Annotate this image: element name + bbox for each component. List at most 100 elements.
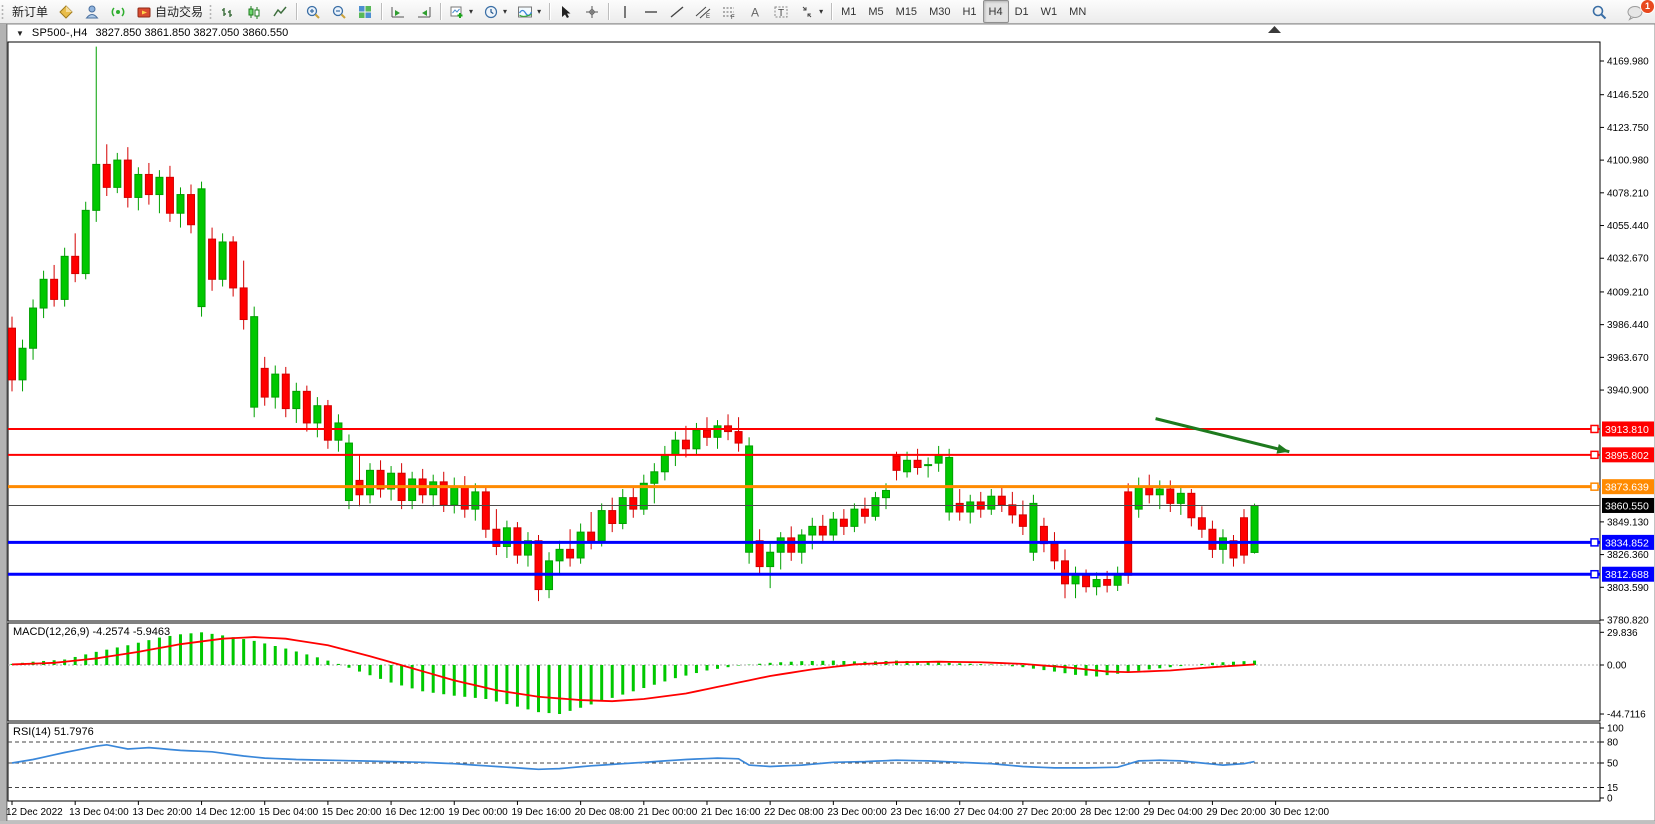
- candle-body: [713, 425, 722, 438]
- autotrade-button[interactable]: 自动交易: [131, 0, 208, 23]
- hline-3873.639[interactable]: 3873.639: [8, 479, 1654, 495]
- candle-body: [229, 241, 238, 289]
- timeframe-button-H4[interactable]: H4: [982, 0, 1009, 23]
- dropdown-caret: ▾: [503, 7, 508, 16]
- candlestick-mode-button[interactable]: [241, 0, 267, 23]
- time-tick-label: 22 Dec 08:00: [764, 807, 824, 818]
- candle-body: [1008, 504, 1017, 516]
- timeframe-button-MN[interactable]: MN: [1069, 5, 1087, 18]
- cursor-tool-button[interactable]: [553, 0, 579, 23]
- person-icon: [84, 4, 100, 20]
- candle-body: [934, 454, 943, 464]
- hline-price-box: [1602, 479, 1654, 495]
- rsi-indicator: 100 80 50 150: [8, 724, 1624, 805]
- candlestick-icon: [246, 4, 262, 20]
- zoom-in-icon: [305, 4, 321, 20]
- candle-body: [681, 439, 690, 450]
- chart-shift-icon: [416, 4, 432, 20]
- trend-arrow-line[interactable]: [1155, 417, 1290, 454]
- candle-body: [787, 537, 796, 553]
- toolbar-right-group: 1: [1586, 0, 1655, 24]
- vertical-line-tool-button[interactable]: [612, 0, 638, 23]
- hline-handle[interactable]: [1590, 424, 1599, 434]
- candle-body: [871, 497, 880, 517]
- time-tick-label: 23 Dec 00:00: [827, 807, 887, 818]
- timeframe-button-M15[interactable]: M15: [895, 5, 918, 18]
- hline-3834.852[interactable]: 3834.852: [8, 534, 1654, 550]
- text-tool-button[interactable]: A: [742, 0, 768, 23]
- line-chart-icon: [272, 4, 288, 20]
- timeframe-button-D1[interactable]: D1: [1014, 5, 1029, 18]
- candle-body: [555, 548, 564, 562]
- time-tick-label: 27 Dec 20:00: [1017, 807, 1077, 818]
- candle-body: [1103, 579, 1112, 586]
- chart-shift-marker[interactable]: [1268, 26, 1281, 33]
- candle-body: [850, 508, 859, 527]
- bar-chart-mode-button[interactable]: [215, 0, 241, 23]
- arrows-tool-button[interactable]: ▾: [794, 0, 828, 23]
- timeframe-button-M5[interactable]: M5: [868, 5, 884, 18]
- chart-title-bar[interactable]: ▼ SP500-,H4 3827.850 3861.850 3827.050 3…: [16, 27, 288, 39]
- auto-scroll-button[interactable]: [385, 0, 411, 23]
- toolbar-grip: [209, 3, 213, 20]
- macd-label: MACD(12,26,9) -4.2574 -5.9463: [13, 626, 171, 638]
- new-chart-icon: [449, 4, 465, 20]
- autotrade-label: 自动交易: [155, 5, 204, 19]
- candle-body: [134, 173, 143, 198]
- text-label-tool-button[interactable]: T: [768, 0, 794, 23]
- new-order-button[interactable]: 新订单: [7, 0, 53, 23]
- hline-handle[interactable]: [1590, 482, 1599, 491]
- new-chart-button[interactable]: ▾: [444, 0, 478, 23]
- timeframe-button-W1[interactable]: W1: [1040, 5, 1058, 18]
- macd-scale-label: 0.00: [1607, 661, 1627, 672]
- svg-text:A: A: [751, 5, 759, 19]
- chart-title-dropdown-icon[interactable]: ▼: [16, 28, 24, 38]
- zoom-in-button[interactable]: [300, 0, 326, 23]
- time-tick-label: 14 Dec 12:00: [196, 807, 256, 818]
- accounts-button[interactable]: [79, 0, 105, 23]
- time-tick-label: 23 Dec 16:00: [891, 807, 951, 818]
- timeframe-button-M1[interactable]: M1: [841, 5, 857, 18]
- price-panel[interactable]: [7, 41, 1601, 622]
- timeframe-button-M30[interactable]: M30: [929, 5, 951, 18]
- hline-3812.688[interactable]: 3812.688: [8, 566, 1654, 582]
- templates-button[interactable]: ▾: [512, 0, 546, 23]
- hline-3913.810[interactable]: 3913.810: [8, 421, 1654, 437]
- rsi-panel[interactable]: [7, 722, 1601, 802]
- candle-body: [239, 287, 248, 321]
- periods-button[interactable]: ▾: [478, 0, 512, 23]
- timeframe-button-H1[interactable]: H1: [962, 5, 977, 18]
- candle-body: [1092, 579, 1101, 588]
- market-watch-button[interactable]: [53, 0, 79, 23]
- price-tick-label: 3780.820: [1607, 616, 1649, 627]
- channel-tool-button[interactable]: E: [690, 0, 716, 23]
- line-chart-mode-button[interactable]: [267, 0, 293, 23]
- hline-handle[interactable]: [1590, 450, 1599, 460]
- candle-body: [29, 307, 38, 349]
- fibonacci-tool-button[interactable]: F: [716, 0, 742, 23]
- time-tick-label: 16 Dec 12:00: [385, 807, 445, 818]
- horizontal-line-tool-button[interactable]: [638, 0, 664, 23]
- price-tick-label: 4123.750: [1607, 123, 1649, 134]
- candle-body: [144, 173, 153, 196]
- main-toolbar: 新订单 自动交易 ▾ ▾: [0, 0, 1655, 24]
- candle-body: [155, 176, 164, 196]
- hline-price-label: 3873.639: [1605, 482, 1649, 494]
- search-button[interactable]: [1586, 1, 1613, 24]
- notifications-button[interactable]: 1: [1621, 0, 1655, 24]
- trend-arrow-object[interactable]: [1155, 417, 1290, 454]
- hline-3895.802[interactable]: 3895.802: [8, 447, 1654, 463]
- candle-body: [1155, 488, 1164, 496]
- crosshair-tool-button[interactable]: [579, 0, 605, 23]
- chart-shift-button[interactable]: [411, 0, 437, 23]
- hline-handle[interactable]: [1590, 538, 1599, 547]
- signals-button[interactable]: [105, 0, 131, 23]
- trendline-tool-button[interactable]: [664, 0, 690, 23]
- candle-body: [1166, 488, 1175, 504]
- hline-handle[interactable]: [1590, 569, 1599, 579]
- macd-panel[interactable]: [7, 622, 1601, 722]
- zoom-out-button[interactable]: [326, 0, 352, 23]
- time-tick-label: 13 Dec 20:00: [132, 807, 192, 818]
- tile-windows-button[interactable]: [352, 0, 378, 23]
